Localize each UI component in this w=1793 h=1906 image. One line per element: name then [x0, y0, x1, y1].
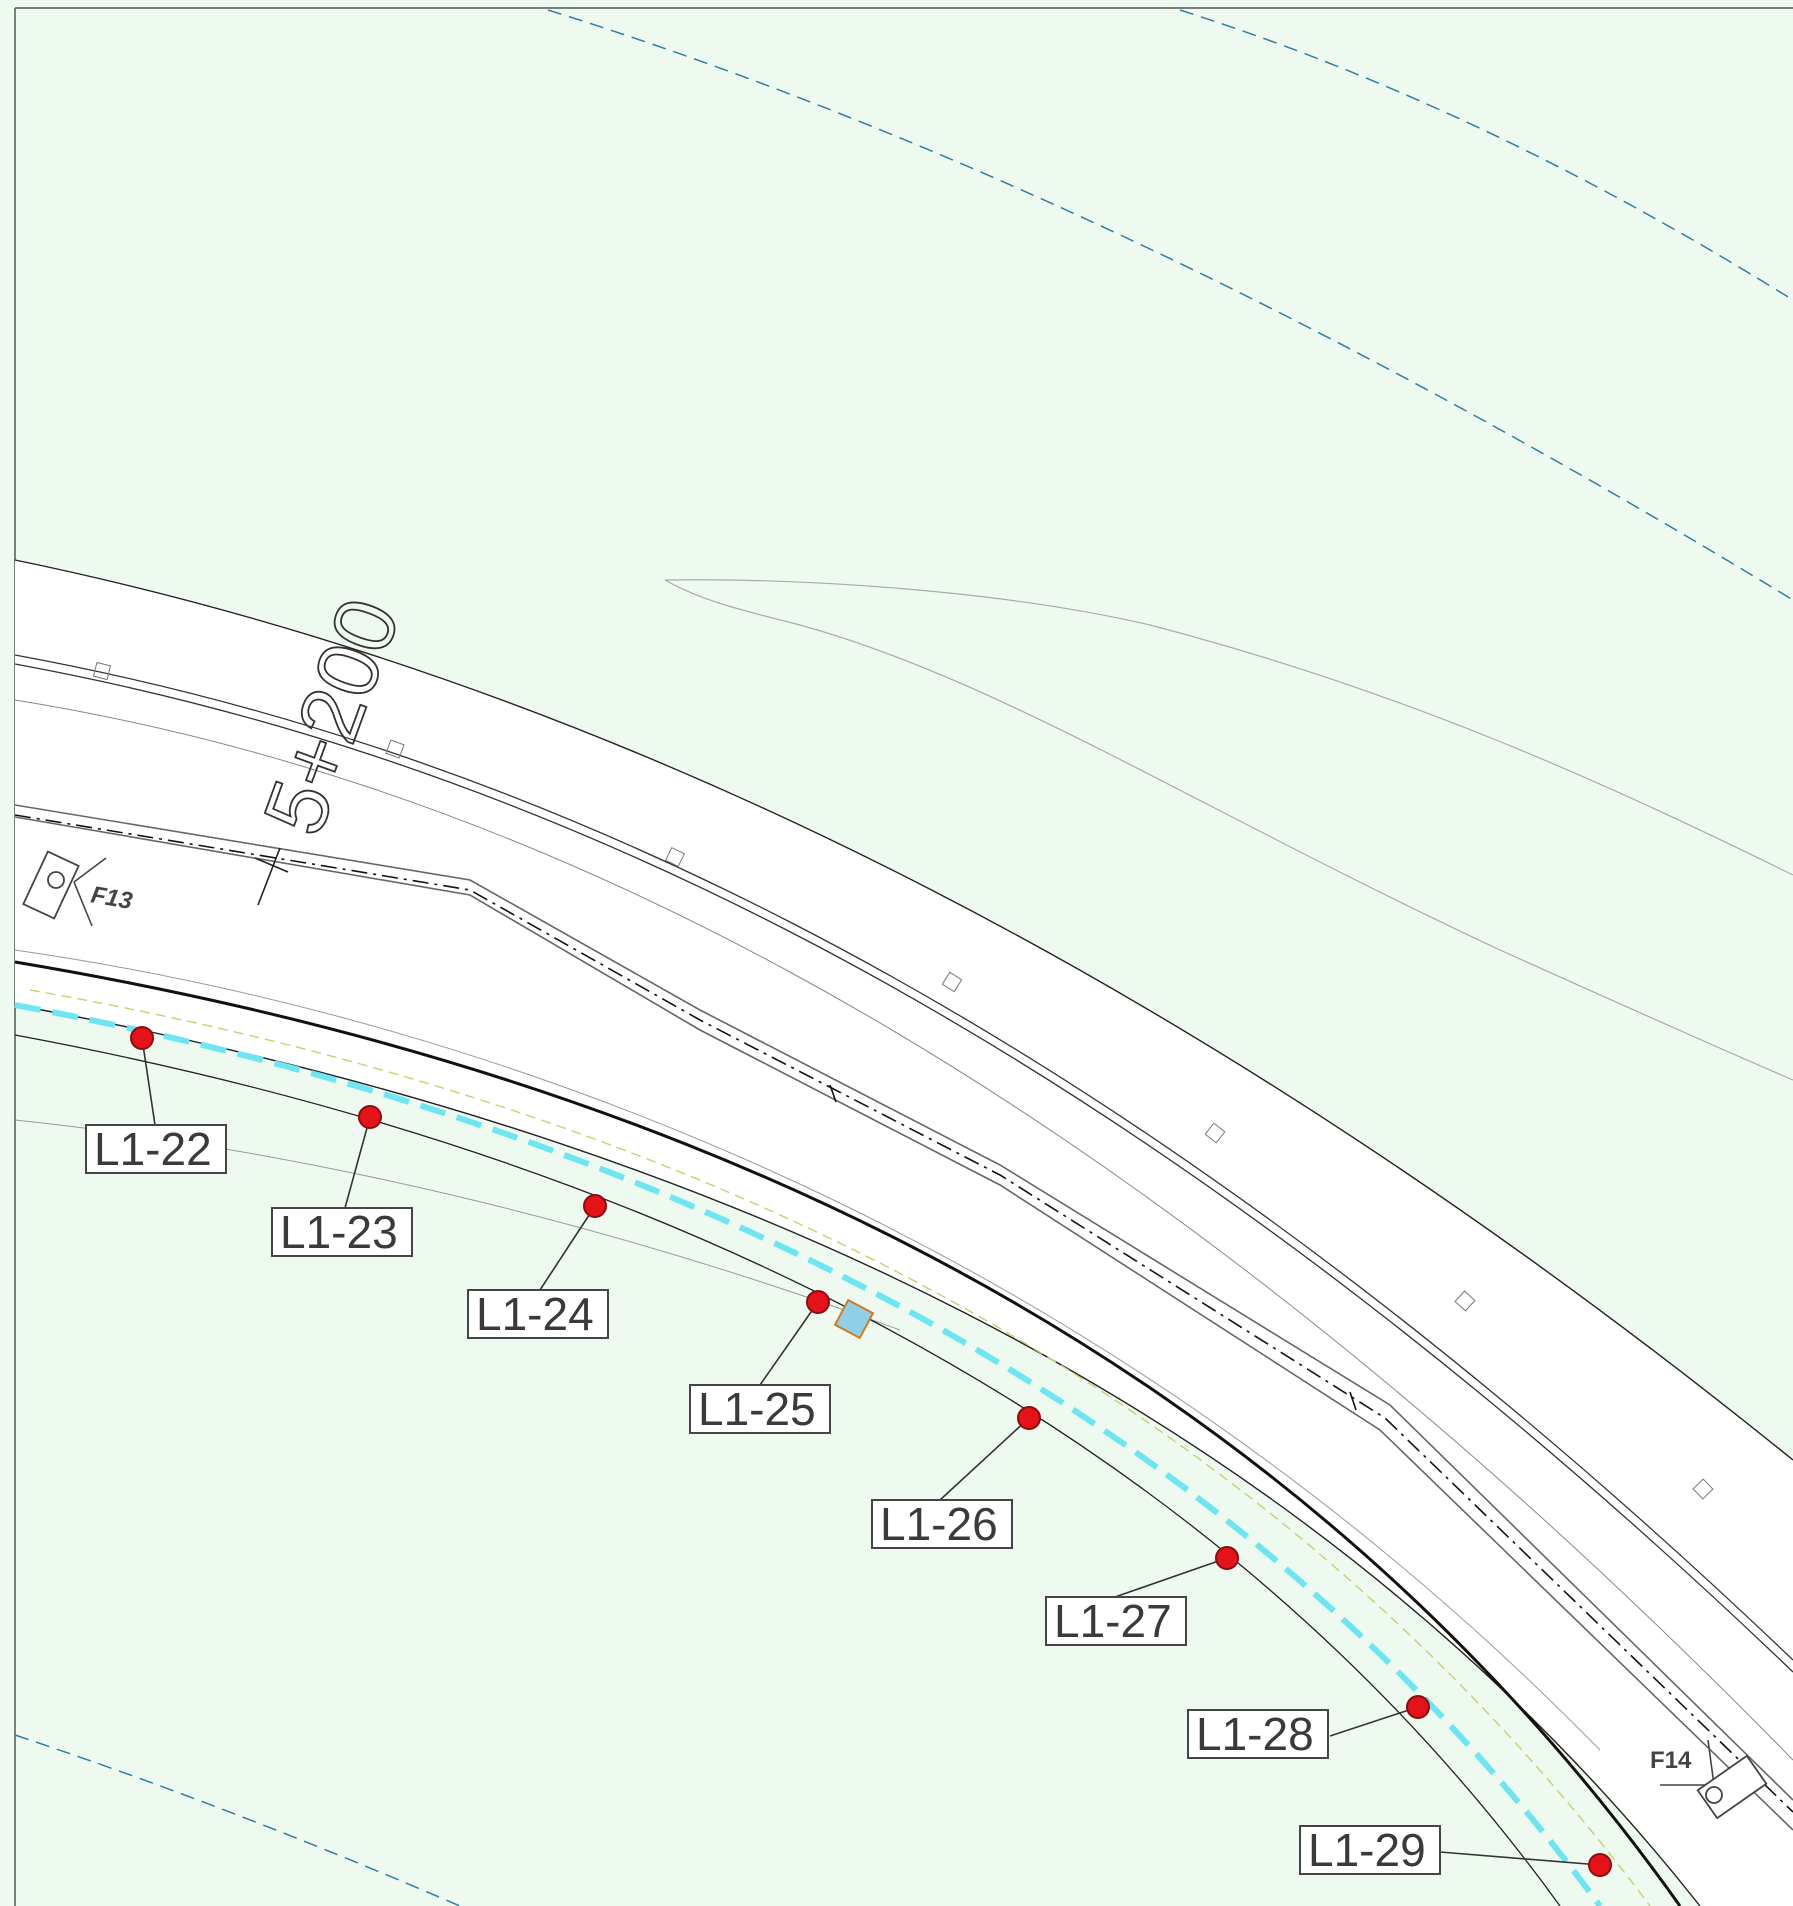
- lighting-points-layer: L1-22 L1-23 L1-24 L1-25 L1-26 L1-27 L1-28 L1-29: [85, 1026, 1612, 1877]
- pavement-edge-heavy: [14, 960, 1682, 1906]
- light-l1-24[interactable]: L1-24: [467, 1194, 609, 1340]
- light-l1-27-leader: [1114, 1557, 1228, 1598]
- light-l1-23-marker[interactable]: [358, 1105, 382, 1129]
- road-outer-edge: [14, 559, 1793, 1461]
- light-l1-25-label: L1-25: [698, 1383, 816, 1435]
- light-l1-28-leader: [1329, 1706, 1419, 1737]
- light-l1-27-marker[interactable]: [1215, 1546, 1239, 1570]
- light-l1-22[interactable]: L1-22: [85, 1026, 227, 1175]
- light-l1-27-label: L1-27: [1054, 1595, 1172, 1647]
- lane-guide-line-1: [14, 699, 1793, 1761]
- light-l1-26-leader: [939, 1417, 1030, 1501]
- light-l1-24-tag-box: [467, 1289, 609, 1339]
- camera-f14-lens-icon: [1705, 1786, 1723, 1804]
- camera-f14[interactable]: F14: [1650, 1739, 1768, 1820]
- light-l1-25-tag-box: [689, 1384, 831, 1434]
- equipment-box[interactable]: [833, 1298, 875, 1340]
- light-l1-27-tag-box: [1045, 1596, 1187, 1646]
- barrier-line-b: [14, 663, 1793, 1673]
- light-l1-29[interactable]: L1-29: [1299, 1824, 1612, 1877]
- camera-f14-label: F14: [1650, 1747, 1692, 1774]
- camera-f13-lens-icon: [47, 871, 65, 889]
- light-l1-24-leader: [539, 1205, 596, 1291]
- light-l1-29-leader: [1439, 1851, 1601, 1866]
- boundary-dashed-line-3: [14, 1734, 461, 1906]
- light-l1-26[interactable]: L1-26: [871, 1406, 1041, 1550]
- terrain-contour: [664, 579, 1793, 1081]
- light-l1-29-marker[interactable]: [1588, 1853, 1612, 1877]
- light-l1-23[interactable]: L1-23: [271, 1105, 413, 1258]
- median-polyline-a: [14, 804, 1793, 1801]
- light-l1-23-label: L1-23: [280, 1206, 398, 1258]
- light-l1-28-label: L1-28: [1196, 1708, 1314, 1760]
- chainage-tick: [257, 847, 281, 906]
- lane-guide-line-2: [14, 949, 1601, 1751]
- cable-route: [14, 1002, 1603, 1906]
- light-l1-29-tag-box: [1299, 1825, 1441, 1875]
- light-l1-23-leader: [344, 1116, 371, 1209]
- light-l1-23-tag-box: [271, 1207, 413, 1257]
- light-l1-22-marker[interactable]: [130, 1026, 154, 1050]
- terrain-contour-top: [664, 579, 1793, 876]
- camera-f13-view-line-1: [73, 857, 107, 883]
- barrier-post-marks: [92, 661, 1714, 1500]
- boundary-dashed-line-2: [1179, 9, 1793, 301]
- alignment-centreline: [14, 814, 1793, 1813]
- light-l1-26-tag-box: [871, 1499, 1013, 1549]
- road-surface: [15, 560, 1793, 1906]
- light-l1-24-label: L1-24: [476, 1288, 594, 1340]
- barrier-line-a: [14, 654, 1793, 1661]
- light-l1-29-label: L1-29: [1308, 1824, 1426, 1876]
- light-l1-28-tag-box: [1187, 1709, 1329, 1759]
- light-l1-24-marker[interactable]: [583, 1194, 607, 1218]
- light-l1-28[interactable]: L1-28: [1187, 1695, 1430, 1760]
- light-l1-27[interactable]: L1-27: [1045, 1546, 1239, 1647]
- light-l1-22-tag-box: [85, 1124, 227, 1174]
- light-l1-22-leader: [141, 1037, 156, 1126]
- light-l1-25-leader: [759, 1301, 819, 1386]
- camera-f14-view-line-2: [1707, 1739, 1715, 1786]
- centreline-tick-1: [829, 1084, 837, 1103]
- light-l1-22-label: L1-22: [94, 1123, 212, 1175]
- median-polyline-b: [14, 816, 1793, 1831]
- camera-f13-view-line-2: [73, 881, 93, 927]
- light-l1-25[interactable]: L1-25: [689, 1290, 831, 1435]
- chainage-tick-cap: [254, 857, 289, 873]
- light-l1-26-label: L1-26: [880, 1498, 998, 1550]
- light-l1-25-marker[interactable]: [806, 1290, 830, 1314]
- centreline-tick-2: [1349, 1391, 1357, 1411]
- light-l1-28-marker[interactable]: [1406, 1695, 1430, 1719]
- boundary-dashed-line-1: [547, 9, 1793, 601]
- light-l1-26-marker[interactable]: [1017, 1406, 1041, 1430]
- offset-dashed-line: [29, 989, 1651, 1906]
